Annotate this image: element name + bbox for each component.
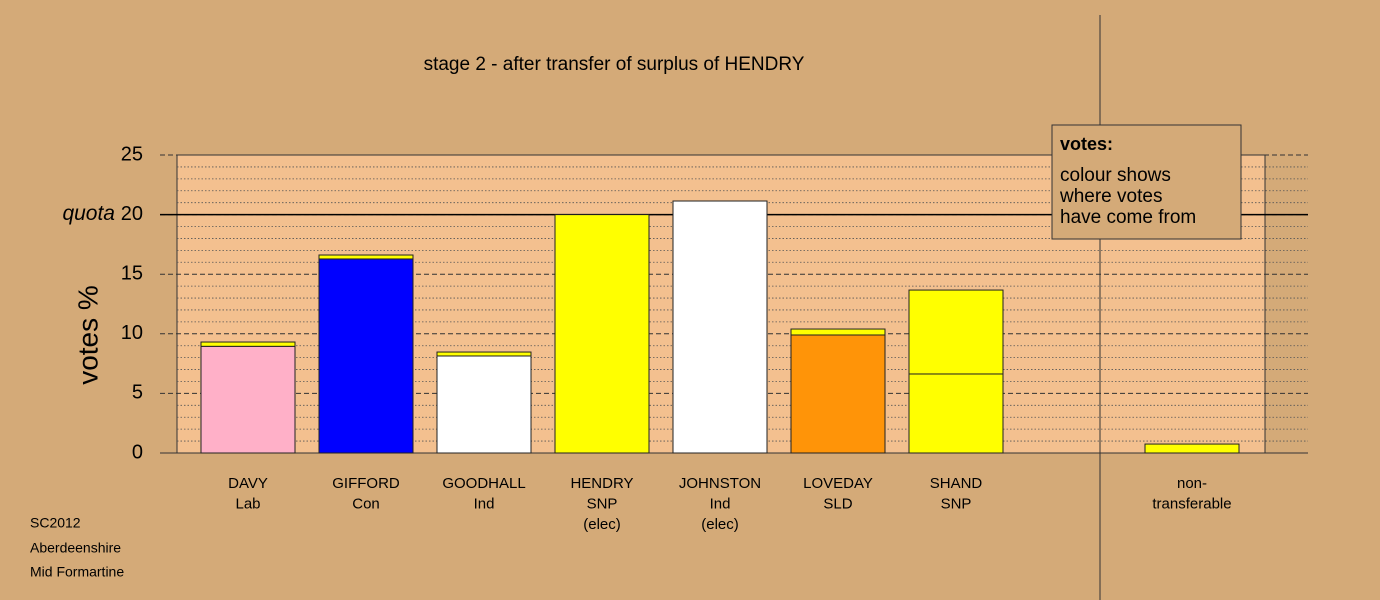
bar-segment (1144, 443, 1240, 454)
bar-segment (200, 341, 296, 347)
bar-segment (908, 289, 1004, 375)
legend-box (1051, 124, 1242, 240)
x-tick-label: Lab (235, 495, 260, 512)
x-tick-label: LOVEDAY (803, 475, 873, 492)
bar-segment (436, 351, 532, 357)
x-tick-label: Ind (710, 495, 731, 512)
bar-segment (790, 328, 886, 336)
x-tick-label: HENDRY (570, 475, 633, 492)
footer-text: Mid Formartine (30, 564, 124, 580)
x-tick-label: JOHNSTON (679, 475, 761, 492)
x-tick-label: non- (1177, 475, 1207, 492)
legend-title: votes: (1060, 134, 1113, 154)
y-tick-label: 0 (132, 441, 143, 463)
x-tick-label: Con (352, 495, 380, 512)
footer-text: SC2012 (30, 515, 81, 531)
bar-segment (554, 214, 650, 454)
bar-segment (672, 200, 768, 454)
bar-segment (200, 345, 296, 454)
y-tick-label: 5 (132, 382, 143, 404)
bar-segment (318, 258, 414, 454)
y-tick-label: 10 (121, 322, 143, 344)
y-tick-label: 20 (121, 203, 143, 225)
x-tick-label: SHAND (930, 475, 983, 492)
chart-title: stage 2 - after transfer of surplus of H… (424, 54, 805, 75)
bar-segment (790, 334, 886, 454)
y-axis-label: votes % (72, 285, 103, 385)
x-tick-label: transferable (1152, 495, 1231, 512)
bar-segment (436, 355, 532, 454)
x-tick-label: (elec) (583, 516, 621, 533)
x-tick-label: (elec) (701, 516, 739, 533)
x-tick-label: SLD (823, 495, 852, 512)
y-tick-label: 15 (121, 262, 143, 284)
x-tick-label: Ind (474, 495, 495, 512)
x-tick-label: SNP (941, 495, 972, 512)
x-tick-label: DAVY (228, 475, 268, 492)
legend-text: colour shows (1060, 165, 1171, 186)
footer-text: Aberdeenshire (30, 540, 121, 556)
bar-segment (318, 254, 414, 260)
x-tick-label: GIFFORD (332, 475, 400, 492)
legend-text: where votes (1059, 186, 1162, 207)
x-tick-label: SNP (587, 495, 618, 512)
y-tick-label: 25 (121, 143, 143, 165)
legend-text: have come from (1060, 207, 1196, 228)
bar-segment (908, 373, 1004, 454)
x-tick-label: GOODHALL (442, 475, 525, 492)
quota-label: quota (62, 202, 115, 225)
